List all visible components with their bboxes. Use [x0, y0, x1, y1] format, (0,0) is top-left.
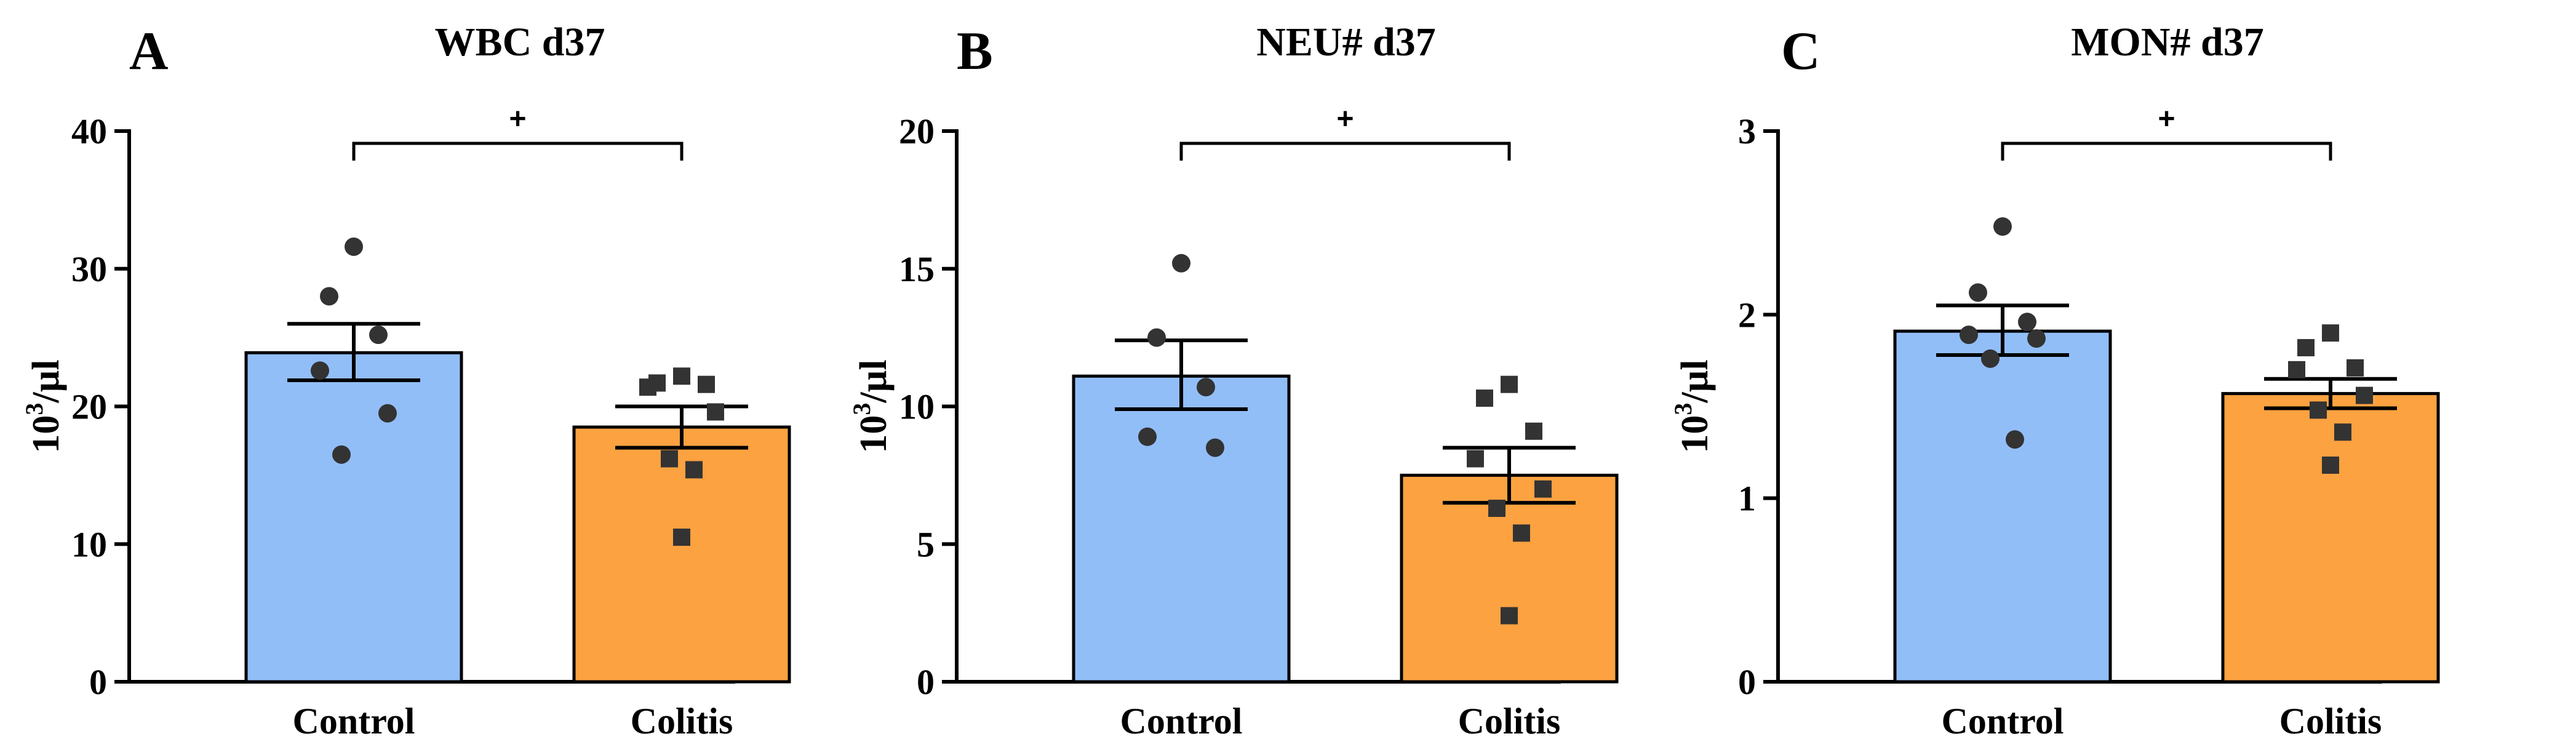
y-tick-label: 15 [899, 249, 935, 289]
data-point-colitis [685, 461, 703, 479]
data-point-control [369, 326, 388, 345]
y-axis-label-unit: /µl [853, 359, 895, 403]
y-tick-label: 20 [899, 111, 935, 151]
data-point-colitis [2288, 361, 2305, 378]
y-tick-label: 40 [71, 111, 107, 151]
y-axis-label-exponent: 3 [848, 403, 875, 415]
panel-letter: A [129, 22, 169, 81]
data-point-colitis [1534, 480, 1552, 498]
y-tick-label: 3 [1738, 111, 1756, 151]
data-point-control [1981, 349, 2000, 368]
data-point-colitis [1525, 422, 1542, 440]
y-axis-label-base: 10 [1674, 415, 1716, 453]
bar-control [1072, 374, 1291, 684]
data-point-colitis [2322, 456, 2339, 474]
data-point-control [1197, 378, 1215, 397]
data-point-colitis [673, 529, 690, 546]
data-point-colitis [2356, 386, 2373, 404]
bar-control [244, 351, 463, 684]
data-point-control [2018, 313, 2036, 332]
bar-colitis [1400, 473, 1619, 684]
data-point-colitis [673, 367, 690, 385]
significance-bracket [2001, 142, 2332, 161]
bar-colitis [572, 425, 791, 684]
y-axis-label-base: 10 [853, 415, 895, 453]
y-tick-label: 0 [917, 662, 935, 702]
y-tick-label: 2 [1738, 295, 1756, 335]
data-point-control [345, 237, 363, 256]
data-point-control [1969, 283, 1987, 302]
data-point-colitis [1476, 389, 1493, 407]
y-tick-label: 30 [71, 249, 107, 289]
y-tick-label: 10 [71, 524, 107, 564]
data-point-colitis [639, 378, 656, 396]
data-point-colitis [2322, 324, 2339, 342]
data-point-control [2006, 430, 2024, 449]
data-point-control [332, 445, 351, 464]
x-category-label: Colitis [1458, 701, 1561, 741]
x-category-label: Control [1942, 701, 2064, 741]
bar-control [1893, 329, 2112, 684]
bar-colitis [2221, 392, 2440, 684]
y-axis-label-unit: /µl [1674, 359, 1716, 403]
x-category-label: Colitis [631, 701, 733, 741]
y-tick-label: 5 [917, 524, 935, 564]
data-point-colitis [707, 403, 724, 421]
data-point-colitis [2347, 359, 2364, 377]
chart-title: NEU# d37 [1256, 20, 1436, 65]
data-point-control [1206, 438, 1224, 457]
y-tick-label: 1 [1738, 479, 1756, 519]
data-point-control [1172, 254, 1190, 273]
data-point-colitis [1501, 607, 1518, 625]
y-tick-label: 0 [89, 662, 107, 702]
data-point-control [1138, 427, 1157, 446]
x-category-label: Control [1120, 701, 1243, 741]
x-category-label: Colitis [2279, 701, 2382, 741]
panel-letter: C [1781, 22, 1820, 81]
significance-marker: + [1336, 103, 1354, 135]
x-category-label: Control [293, 701, 415, 741]
data-point-control [2027, 329, 2046, 348]
panel-letter: B [957, 22, 993, 81]
significance-marker: + [2158, 103, 2175, 135]
data-point-control [1960, 326, 1978, 345]
chart-title: WBC d37 [435, 20, 605, 65]
data-point-control [378, 404, 397, 423]
data-point-control [1147, 328, 1166, 347]
data-point-colitis [2310, 401, 2327, 419]
data-point-colitis [1467, 450, 1484, 468]
y-axis-label-exponent: 3 [20, 403, 48, 415]
data-point-control [1993, 217, 2012, 236]
data-point-colitis [698, 375, 715, 393]
data-point-colitis [1488, 500, 1505, 517]
data-point-control [311, 361, 329, 380]
y-tick-label: 20 [71, 387, 107, 427]
data-point-colitis [1513, 524, 1530, 542]
y-axis-label-base: 10 [25, 415, 67, 453]
y-axis-label: 103/µl [848, 359, 895, 453]
data-point-colitis [661, 450, 678, 468]
data-point-control [320, 287, 338, 306]
y-tick-label: 0 [1738, 662, 1756, 702]
chart-title: MON# d37 [2071, 20, 2264, 65]
significance-bracket [1179, 142, 1511, 161]
y-axis-label: 103/µl [1669, 359, 1716, 453]
y-axis-label-exponent: 3 [1669, 403, 1697, 415]
data-point-colitis [2334, 423, 2351, 441]
significance-marker: + [509, 103, 526, 135]
y-axis-label-unit: /µl [25, 359, 67, 403]
y-tick-label: 10 [899, 387, 935, 427]
data-point-colitis [2297, 339, 2315, 357]
y-axis-label: 103/µl [20, 359, 67, 453]
data-point-colitis [1501, 375, 1518, 393]
significance-bracket [352, 142, 684, 161]
